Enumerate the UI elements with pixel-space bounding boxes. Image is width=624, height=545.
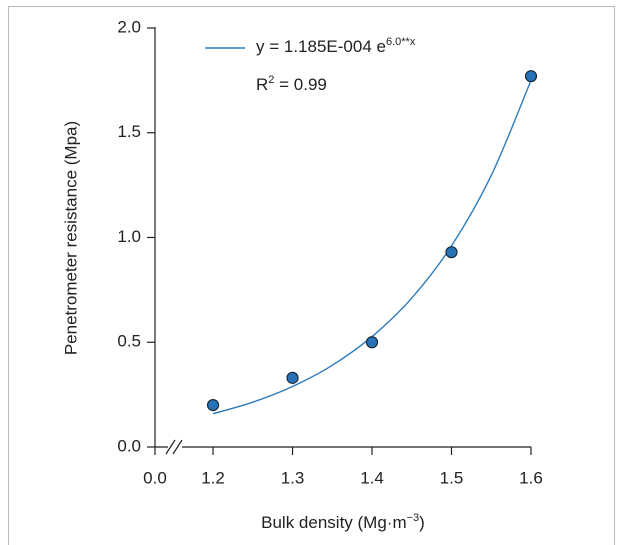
x-label-end: ) <box>419 513 425 532</box>
r2-sup: 2 <box>268 74 274 86</box>
x-tick-label: 1.5 <box>440 468 464 487</box>
x-tick-label: 1.2 <box>201 468 225 487</box>
y-tick-label: 0.5 <box>117 332 141 351</box>
data-point <box>524 70 538 83</box>
y-axis-label: Penetrometer resistance (Mpa) <box>61 121 80 355</box>
y-tick-label: 0.0 <box>117 436 141 455</box>
x-tick-label: 1.6 <box>519 468 543 487</box>
fit-curve <box>212 80 532 415</box>
y-tick-label: 2.0 <box>117 17 141 36</box>
axis-break <box>165 439 183 455</box>
y-tick-label: 1.5 <box>117 122 141 141</box>
frame <box>8 6 615 545</box>
x-label-text: Bulk density (Mg·m <box>261 513 406 532</box>
x-label-sup: −3 <box>407 512 420 524</box>
data-point <box>365 336 379 349</box>
fit-exponent: 6.0**x <box>386 36 416 48</box>
x-axis-label: Bulk density (Mg·m−3) <box>261 512 425 533</box>
fit-r2: R2 = 0.99 <box>256 74 327 95</box>
y-tick-label: 1.0 <box>117 227 141 246</box>
r2-label: R <box>256 75 268 94</box>
x-tick-label: 1.4 <box>360 468 384 487</box>
r2-value: = 0.99 <box>274 75 326 94</box>
x-tick-label: 0.0 <box>143 468 167 487</box>
data-point <box>206 399 220 412</box>
x-tick-label: 1.3 <box>281 468 305 487</box>
data-point <box>286 371 299 384</box>
fit-label: y = 1.185E-004 e <box>256 37 386 56</box>
data-point <box>445 246 458 259</box>
fit-equation: y = 1.185E-004 e6.0**x <box>256 36 416 57</box>
